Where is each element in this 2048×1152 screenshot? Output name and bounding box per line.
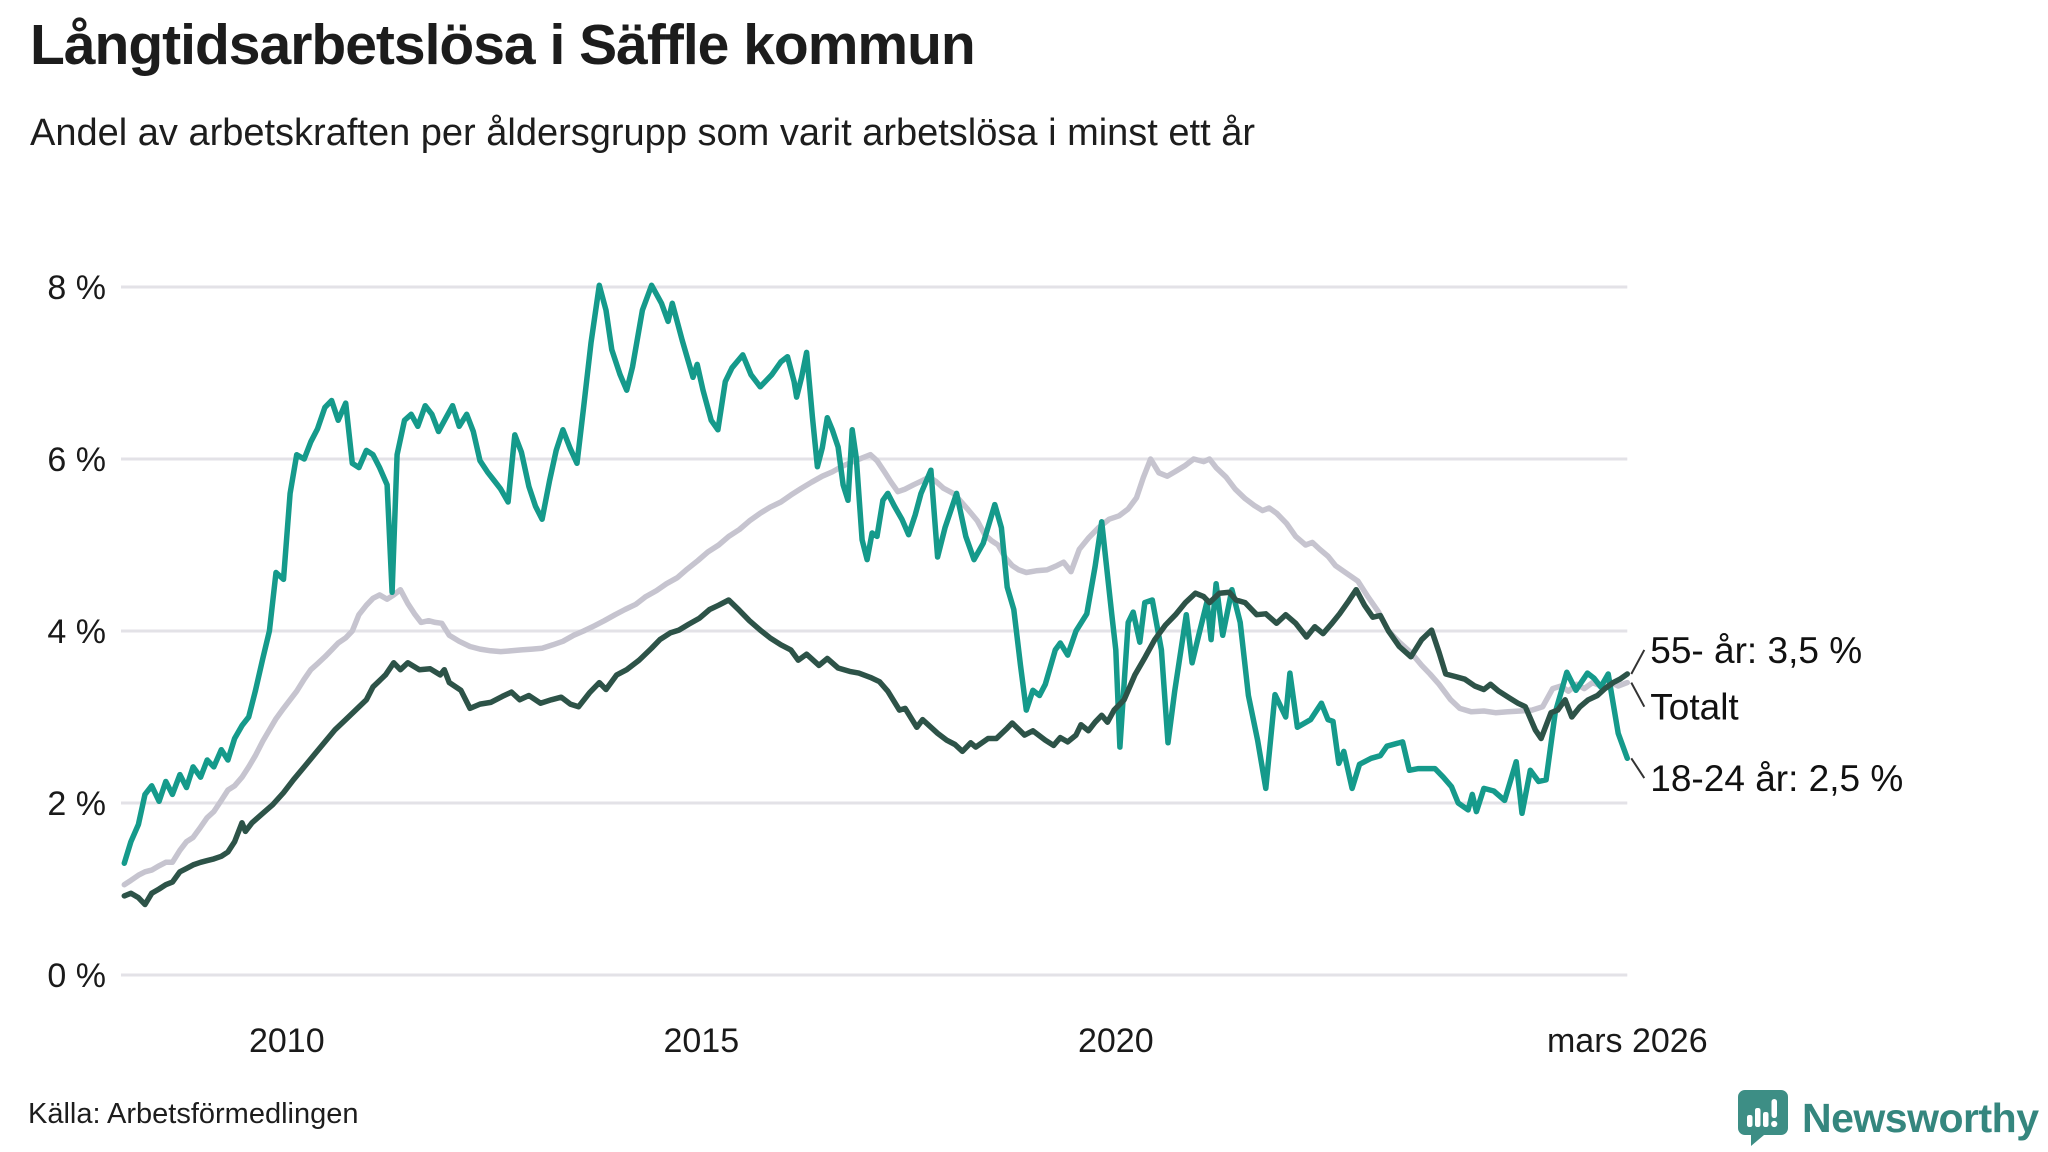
x-tick-label-mars-2026: mars 2026 (1547, 1022, 1708, 1060)
y-tick-label-8: 8 % (47, 269, 106, 307)
newsworthy-icon (1738, 1090, 1788, 1146)
source-note: Källa: Arbetsförmedlingen (28, 1098, 359, 1130)
y-tick-label-4: 4 % (47, 613, 106, 651)
annotation-label-55-år: 55- år: 3,5 % (1650, 630, 1862, 671)
series-line-18-24-år (121, 282, 1631, 866)
y-tick-label-2: 2 % (47, 785, 106, 823)
annotation-label-totalt: Totalt (1650, 687, 1739, 728)
x-tick-label-2020: 2020 (1078, 1022, 1154, 1060)
leader-line-55-år (1630, 649, 1646, 675)
leader-line-totalt (1630, 682, 1646, 708)
chart-subtitle: Andel av arbetskraften per åldersgrupp s… (30, 112, 1256, 154)
leader-line-18-24-år (1630, 757, 1646, 779)
y-tick-label-6: 6 % (47, 441, 106, 479)
series-line-totalt (121, 451, 1631, 888)
series-line-55-år (121, 586, 1631, 908)
x-tick-label-2015: 2015 (663, 1022, 739, 1060)
newsworthy-wordmark: Newsworthy (1802, 1094, 2039, 1141)
y-tick-label-0: 0 % (47, 957, 106, 995)
x-tick-label-2010: 2010 (249, 1022, 325, 1060)
annotation-label-18-24-år: 18-24 år: 2,5 % (1650, 758, 1903, 799)
newsworthy-logo: Newsworthy (1738, 1090, 2039, 1146)
page-title: Långtidsarbetslösa i Säffle kommun (30, 13, 976, 77)
